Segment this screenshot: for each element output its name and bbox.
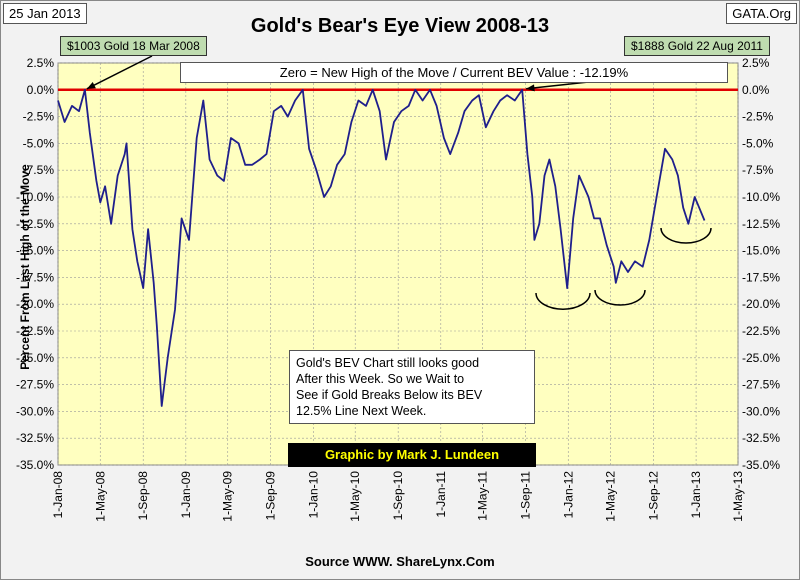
y-tick-label-right: 2.5%	[742, 56, 770, 70]
y-tick-label-right: -7.5%	[742, 163, 774, 177]
y-tick-label-right: -27.5%	[742, 378, 780, 392]
note-line-2: After this Week. So we Wait to	[296, 372, 465, 386]
callout-left-arrow	[86, 55, 153, 90]
y-tick-label-right: -2.5%	[742, 110, 774, 124]
y-tick-label-left: -35.0%	[16, 458, 54, 472]
y-tick-label-right: -17.5%	[742, 270, 780, 284]
callout-right: $1888 Gold 22 Aug 2011	[624, 36, 770, 56]
y-tick-label-right: -20.0%	[742, 297, 780, 311]
y-tick-label-left: -2.5%	[23, 110, 55, 124]
y-tick-label-right: -32.5%	[742, 431, 780, 445]
y-tick-label-right: -5.0%	[742, 136, 774, 150]
source-label: Source WWW. ShareLynx.Com	[305, 554, 495, 569]
y-tick-label-left: -5.0%	[23, 136, 55, 150]
x-tick-label: 1-Sep-12	[646, 471, 660, 521]
callout-right-arrow-head	[526, 84, 535, 92]
x-tick-label: 1-May-10	[348, 471, 362, 522]
callout-left-arrow-head	[86, 81, 96, 89]
x-tick-label: 1-Sep-08	[136, 471, 150, 521]
y-tick-label-right: -12.5%	[742, 217, 780, 231]
y-tick-label-right: -25.0%	[742, 351, 780, 365]
y-tick-label-left: -10.0%	[16, 190, 54, 204]
x-tick-label: 1-May-13	[731, 471, 745, 522]
y-tick-label-left: -32.5%	[16, 431, 54, 445]
y-tick-label-left: -30.0%	[16, 404, 54, 418]
y-tick-label-left: -22.5%	[16, 324, 54, 338]
bev-series-line	[57, 88, 706, 407]
x-tick-label: 1-May-11	[476, 471, 490, 521]
y-tick-label-left: -12.5%	[16, 217, 54, 231]
support-arc-2	[594, 289, 646, 306]
chart-title: Gold's Bear's Eye View 2008-13	[250, 15, 550, 37]
y-tick-label-right: -22.5%	[742, 324, 780, 338]
chart-subtitle: Zero = New High of the Move / Current BE…	[180, 62, 728, 83]
y-tick-label-left: -25.0%	[16, 351, 54, 365]
y-tick-label-left: -17.5%	[16, 270, 54, 284]
note-line-3: See if Gold Breaks Below its BEV	[296, 388, 483, 402]
y-tick-label-right: -35.0%	[742, 458, 780, 472]
callout-left: $1003 Gold 18 Mar 2008	[60, 36, 207, 56]
site-label: GATA.Org	[726, 3, 797, 24]
y-tick-label-right: -30.0%	[742, 404, 780, 418]
note-line-4: 12.5% Line Next Week.	[296, 404, 427, 418]
x-tick-label: 1-May-09	[221, 471, 235, 522]
support-arc-3	[660, 227, 712, 244]
x-tick-label: 1-May-12	[604, 471, 618, 522]
note-line-1: Gold's BEV Chart still looks good	[296, 356, 480, 370]
x-tick-label: 1-Jan-11	[434, 471, 448, 518]
y-tick-label-left: -27.5%	[16, 378, 54, 392]
y-axis-label: Percent From Last High of the Move	[18, 164, 32, 370]
x-tick-label: 1-Jan-13	[689, 471, 703, 519]
credit-banner: Graphic by Mark J. Lundeen	[288, 443, 536, 467]
x-tick-label: 1-Sep-09	[264, 471, 278, 521]
x-tick-label: 1-Jan-09	[179, 471, 193, 519]
x-tick-label: 1-Jan-10	[306, 471, 320, 519]
x-tick-label: 1-Jan-12	[561, 471, 575, 519]
x-tick-label: 1-May-08	[93, 471, 107, 522]
support-arc-1	[535, 292, 591, 310]
y-tick-label-left: -15.0%	[16, 244, 54, 258]
x-tick-label: 1-Jan-08	[51, 471, 65, 519]
y-tick-label-right: 0.0%	[742, 83, 770, 97]
y-tick-label-left: -20.0%	[16, 297, 54, 311]
x-tick-label: 1-Sep-10	[391, 471, 405, 521]
date-label: 25 Jan 2013	[3, 3, 87, 24]
x-tick-label: 1-Sep-11	[519, 471, 533, 520]
note-box: Gold's BEV Chart still looks good After …	[289, 350, 535, 424]
y-tick-label-left: 0.0%	[27, 83, 55, 97]
y-tick-label-right: -10.0%	[742, 190, 780, 204]
y-tick-label-left: 2.5%	[27, 56, 55, 70]
y-tick-label-right: -15.0%	[742, 244, 780, 258]
y-tick-label-left: -7.5%	[23, 163, 55, 177]
